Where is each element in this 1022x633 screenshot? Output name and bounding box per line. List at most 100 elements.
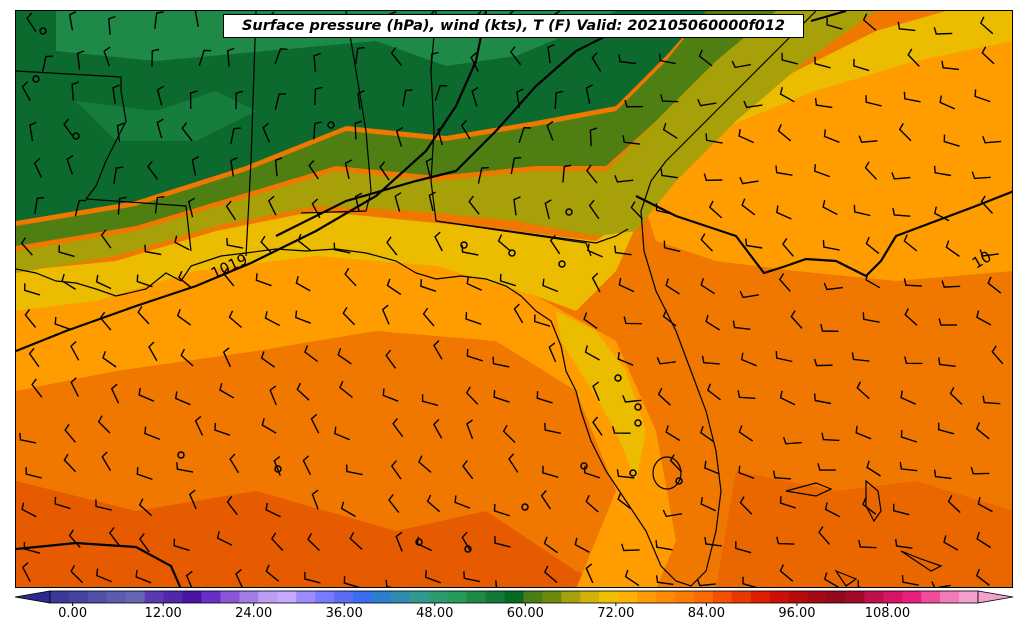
wind-barb-icon	[776, 536, 795, 545]
wind-barb-icon	[20, 237, 33, 256]
wind-barb-icon	[739, 290, 760, 299]
wind-barb-icon	[21, 502, 37, 518]
wind-barb-icon	[743, 100, 763, 109]
colorbar-segment	[656, 591, 676, 603]
wind-barb-icon	[583, 312, 598, 329]
colorbar-segment	[561, 591, 581, 603]
wind-barb-icon	[154, 11, 164, 29]
wind-barb-icon	[548, 342, 557, 363]
wind-barb-icon	[173, 538, 190, 552]
wind-barb-icon	[185, 570, 193, 587]
wind-barb-icon	[222, 347, 232, 368]
colorbar-segment	[353, 591, 373, 603]
calm-wind-circle-marker	[508, 249, 516, 257]
wind-barb-icon	[975, 568, 990, 586]
colorbar-tick-label: 12.00	[144, 606, 182, 621]
wind-barb-icon	[381, 304, 390, 325]
wind-barb-icon	[947, 494, 961, 514]
wind-barb-icon	[697, 98, 717, 107]
wind-barb-icon	[274, 157, 283, 177]
wind-barb-icon	[739, 176, 759, 185]
wind-barb-icon	[466, 276, 482, 291]
wind-barb-icon	[775, 165, 793, 176]
wind-barb-icon	[562, 164, 572, 183]
wind-barb-icon	[518, 126, 532, 144]
wind-barb-icon	[311, 489, 319, 510]
wind-barb-icon	[269, 385, 277, 406]
wind-barb-icon	[586, 164, 598, 184]
wind-barb-icon	[621, 543, 640, 552]
wind-barb-icon	[357, 89, 365, 110]
wind-barb-icon	[790, 310, 803, 329]
wind-barb-icon	[864, 161, 878, 180]
wind-barb-icon	[853, 204, 871, 217]
wind-barb-icon	[591, 52, 602, 72]
colorbar-segment	[807, 591, 828, 603]
wind-barb-icon	[543, 565, 558, 584]
wind-barb-icon	[777, 124, 792, 142]
wind-barb-icon	[510, 157, 522, 175]
wind-barb-icon	[991, 345, 1004, 365]
wind-barb-icon	[741, 352, 757, 367]
colorbar-segment	[580, 591, 600, 603]
wind-barb-icon	[943, 134, 960, 147]
wind-barb-icon	[103, 46, 111, 67]
wind-barb-icon	[433, 419, 443, 439]
wind-barb-icon	[460, 119, 471, 140]
wind-barb-icon	[70, 340, 80, 361]
wind-barb-icon	[95, 274, 112, 290]
wind-barb-icon	[866, 460, 881, 477]
wind-barb-icon	[228, 310, 243, 329]
map-panel: 1019 10	[15, 10, 1013, 588]
wind-barb-icon	[982, 135, 1002, 144]
calm-wind-circle-marker	[580, 462, 588, 470]
wind-barb-icon	[704, 536, 722, 547]
wind-barb-icon	[226, 495, 238, 516]
wind-barb-icon	[264, 311, 281, 327]
colorbar-segment	[220, 591, 240, 603]
temperature-field	[16, 11, 1012, 587]
wind-barb-icon	[463, 571, 481, 583]
calm-wind-circle-marker	[177, 451, 185, 459]
colorbar-segment	[523, 591, 544, 603]
wind-barb-icon	[354, 46, 365, 65]
wind-barb-icon	[700, 278, 715, 295]
wind-barb-icon	[823, 572, 839, 587]
wind-barb-icon	[933, 165, 952, 177]
colorbar-segment	[277, 591, 297, 603]
wind-barb-icon	[110, 383, 120, 404]
wind-barb-icon	[108, 526, 120, 547]
wind-barb-icon	[939, 95, 956, 110]
wind-barb-icon	[454, 495, 471, 509]
wind-barb-icon	[662, 309, 677, 327]
wind-barb-icon	[230, 157, 238, 177]
wind-barb-icon	[775, 351, 793, 363]
wind-barb-icon	[856, 381, 870, 400]
temperature-colorbar	[14, 590, 1014, 606]
wind-barb-icon	[116, 122, 125, 142]
colorbar-segment	[315, 591, 335, 603]
wind-barb-icon	[180, 348, 194, 367]
wind-barb-icon	[891, 172, 911, 180]
wind-barb-icon	[814, 56, 831, 69]
wind-barb-icon	[862, 497, 877, 515]
colorbar-segment	[618, 591, 638, 603]
wind-barb-icon	[660, 94, 679, 103]
wind-barb-icon	[585, 84, 593, 104]
wind-barb-icon	[198, 49, 212, 66]
wind-barb-icon	[731, 60, 752, 69]
wind-barb-icon	[975, 422, 990, 440]
wind-barb-icon	[898, 123, 912, 142]
wind-barb-icon	[71, 81, 80, 101]
wind-barb-icon	[191, 156, 200, 176]
wind-barb-icon	[418, 455, 432, 473]
colorbar-tick-label: 72.00	[597, 606, 635, 621]
colorbar-segment	[428, 591, 449, 603]
wind-barb-icon	[901, 575, 919, 586]
wind-barb-icon	[616, 469, 635, 479]
colorbar-segment	[637, 591, 657, 603]
wind-barb-icon	[826, 17, 843, 30]
wind-barb-icon	[851, 352, 870, 362]
wind-barb-icon	[821, 432, 840, 442]
colorbar-segment	[693, 591, 714, 603]
